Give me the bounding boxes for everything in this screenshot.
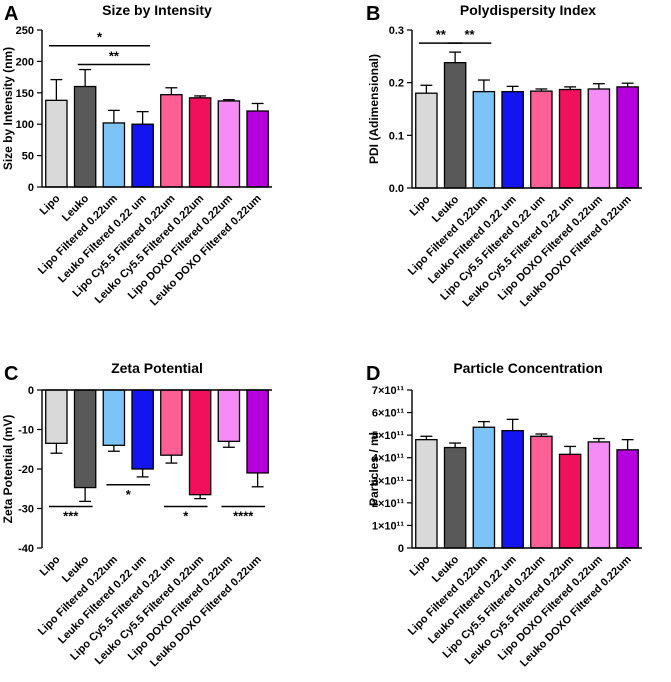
bar-7: [587, 88, 611, 189]
bar-6: [188, 97, 212, 188]
category-label: Lipo: [408, 553, 433, 578]
bar-3: [472, 426, 496, 549]
y-tick-label: -10: [18, 425, 34, 437]
category-label: Lipo: [38, 192, 63, 217]
chart-title: Zeta Potential: [111, 360, 203, 376]
panel-b: B Polydispersity Index PDI (Adimensional) 0…: [366, 2, 642, 309]
panel-letter: C: [4, 363, 18, 385]
y-tick-label: 50: [22, 151, 34, 163]
significance-label: *: [97, 30, 103, 45]
bar-2: [443, 62, 467, 189]
y-axis-label: PDI (Adimensional): [367, 54, 381, 164]
chart-title: Size by Intensity: [102, 2, 212, 18]
bar-1: [45, 99, 68, 188]
y-tick-label: 0: [28, 182, 34, 194]
panel-letter: D: [366, 363, 380, 385]
significance-label: **: [109, 49, 120, 64]
y-tick-label: 100: [16, 119, 34, 131]
bar-2: [443, 446, 467, 549]
category-label: Lipo: [38, 553, 63, 578]
bar-5: [160, 389, 183, 456]
y-tick-label: 7×10¹¹: [372, 385, 404, 397]
bar-7: [217, 100, 241, 188]
significance-label: **: [436, 27, 447, 42]
bar-7: [217, 389, 241, 442]
bar-8: [616, 86, 639, 189]
bar-3: [102, 389, 126, 446]
bar-5: [160, 94, 183, 188]
y-tick-label: -20: [18, 464, 34, 476]
y-tick-label: 0.3: [389, 25, 404, 37]
y-tick-label: 150: [16, 88, 34, 100]
panel-d: D Particle Concentration Particles / ml 0 1×…: [366, 360, 642, 669]
bar-8: [616, 449, 639, 549]
bar-8: [246, 110, 269, 188]
bar-6: [558, 453, 582, 549]
significance-label: ****: [233, 509, 254, 524]
y-tick-label: 4×10¹¹: [372, 453, 404, 465]
chart-title: Particle Concentration: [453, 360, 602, 376]
bar-1: [45, 389, 68, 444]
y-tick-label: 5×10¹¹: [372, 430, 404, 442]
bar-8: [246, 389, 269, 474]
y-tick-label: 2×10¹¹: [372, 498, 404, 510]
bar-6: [188, 389, 212, 496]
bar-3: [472, 90, 496, 189]
bar-5: [530, 90, 553, 189]
bar-3: [102, 122, 126, 188]
bar-4: [501, 90, 524, 189]
significance-label: *: [126, 487, 132, 502]
y-axis-label: Size by Intensity (nm): [1, 47, 15, 170]
y-tick-label: 6×10¹¹: [372, 408, 404, 420]
y-tick-label: 0: [398, 543, 404, 555]
y-axis-label: Particles / ml: [367, 432, 381, 506]
bar-7: [587, 441, 611, 549]
y-tick-label: 0: [28, 385, 34, 397]
bar-4: [131, 389, 154, 470]
y-axis-label: Zeta Potential (mV): [1, 415, 15, 524]
panel-c: C Zeta Potential Zeta Potential (mV) 0 -10 -2…: [1, 360, 272, 669]
y-tick-label: 200: [16, 56, 34, 68]
bar-1: [415, 92, 438, 189]
bar-6: [558, 88, 582, 189]
panel-a: A Size by Intensity Size by Intensity (nm)…: [1, 2, 272, 308]
bar-5: [530, 435, 553, 549]
bar-1: [415, 439, 438, 549]
y-tick-label: 1×10¹¹: [372, 520, 404, 532]
y-tick-label: 3×10¹¹: [372, 475, 404, 487]
chart-title: Polydispersity Index: [460, 2, 596, 18]
panel-letter: A: [4, 3, 18, 25]
significance-label: *: [183, 509, 189, 524]
bar-2: [73, 85, 97, 188]
panel-letter: B: [366, 3, 380, 25]
y-tick-label: 250: [16, 25, 34, 37]
category-label: Lipo: [408, 193, 433, 218]
y-tick-label: -30: [18, 504, 34, 516]
y-tick-label: 0.2: [389, 78, 404, 90]
y-tick-label: -40: [18, 543, 34, 555]
bar-2: [73, 389, 97, 489]
y-tick-label: 0.1: [389, 130, 404, 142]
bar-4: [131, 123, 154, 188]
bar-4: [501, 429, 524, 549]
y-tick-label: 0.0: [389, 183, 404, 195]
significance-label: **: [464, 27, 475, 42]
significance-label: ***: [63, 509, 79, 524]
